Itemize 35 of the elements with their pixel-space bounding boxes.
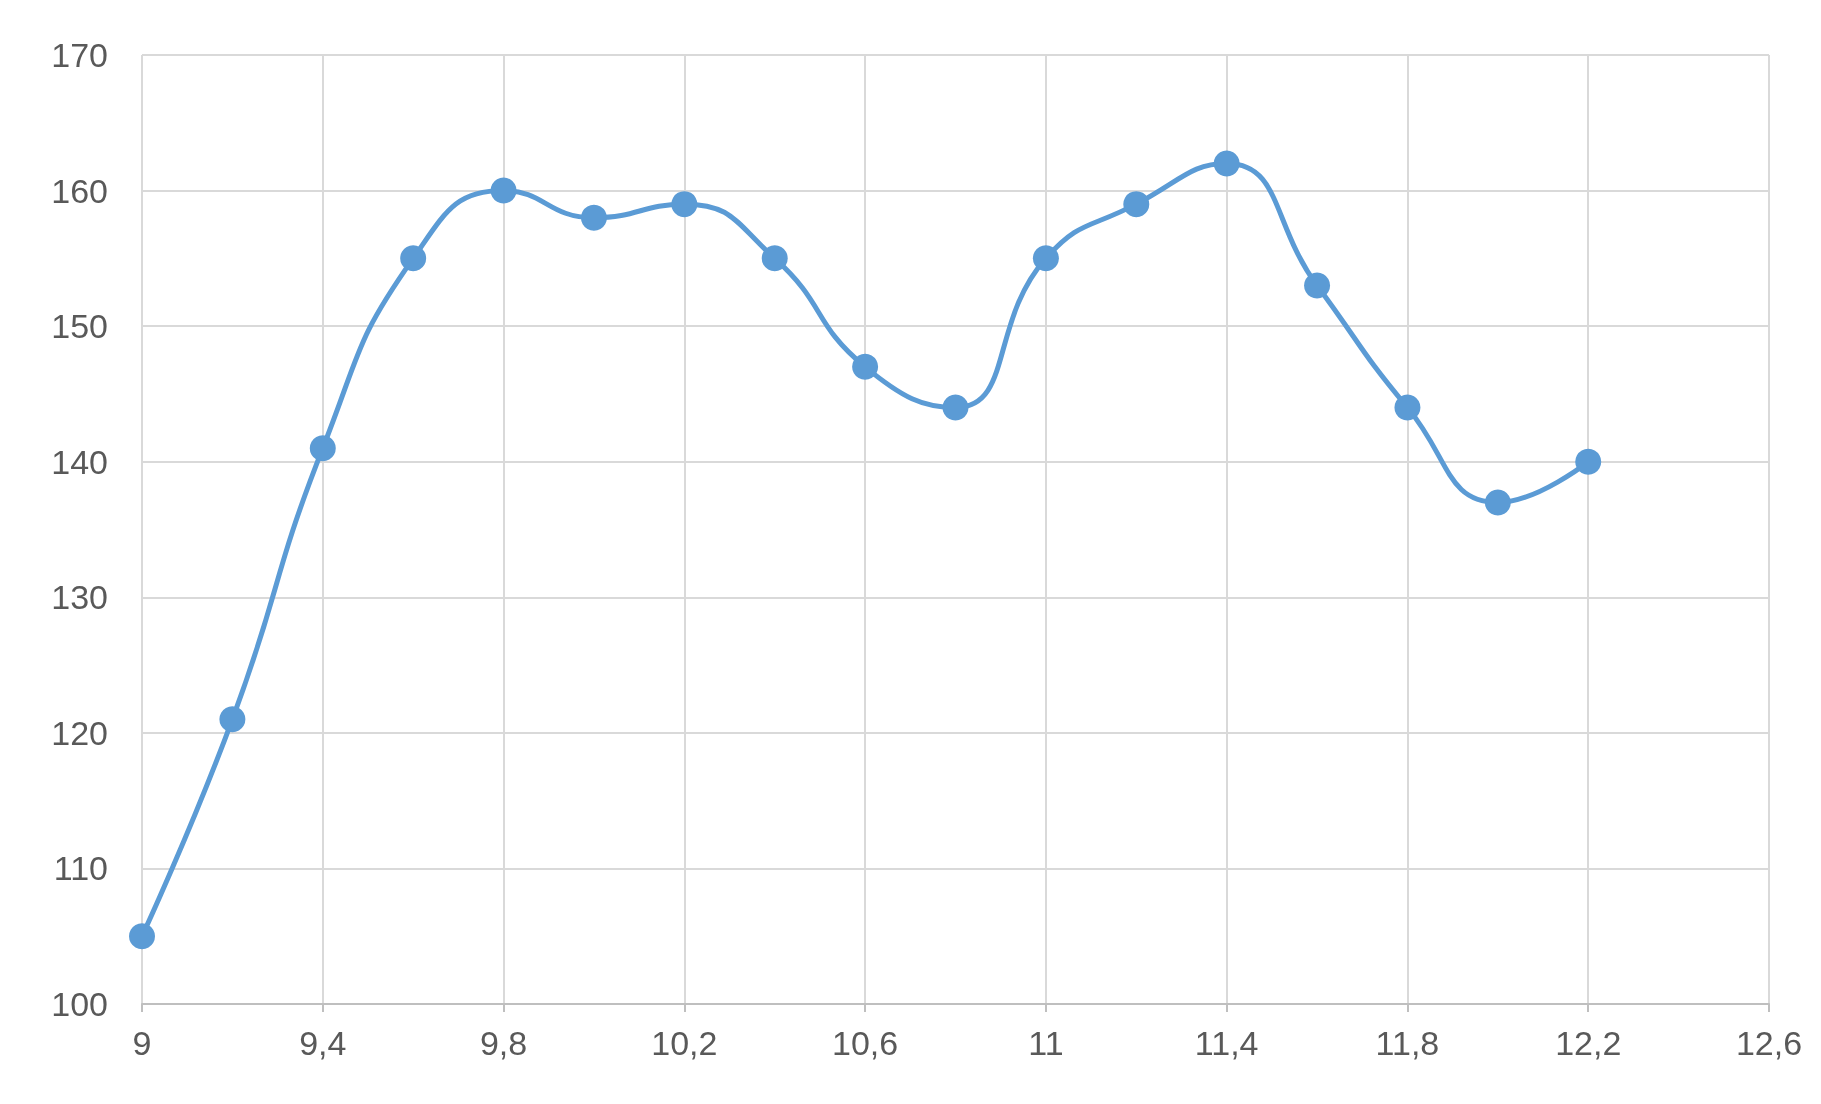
y-tick-label: 100 (51, 985, 108, 1023)
point (490, 177, 517, 204)
point (1394, 394, 1421, 421)
x-tick-label: 11,8 (1375, 1024, 1440, 1062)
point (671, 191, 698, 218)
point (1123, 191, 1150, 218)
point (1304, 272, 1331, 299)
y-tick-label: 110 (53, 849, 108, 888)
point (1213, 150, 1240, 177)
x-tick-label: 10,6 (832, 1024, 899, 1062)
point (1032, 245, 1059, 272)
x-tick-label: 10,2 (651, 1024, 718, 1062)
y-tick-label: 170 (51, 36, 108, 74)
x-tick-label: 11 (1028, 1024, 1064, 1062)
point (942, 394, 969, 421)
point (1575, 448, 1602, 475)
x-tick-label: 12,2 (1555, 1024, 1622, 1062)
y-tick-label: 150 (51, 307, 108, 346)
x-tick-label: 12,6 (1735, 1024, 1803, 1062)
y-tick-label: 160 (51, 171, 108, 210)
point (219, 706, 246, 733)
point (309, 435, 336, 462)
y-tick-label: 120 (51, 713, 108, 752)
point (852, 353, 879, 380)
point (761, 245, 788, 272)
x-tick-label: 9 (132, 1024, 152, 1062)
y-tick-label: 140 (51, 442, 108, 481)
point (1484, 489, 1511, 516)
y-tick-label: 130 (51, 578, 108, 617)
x-tick-label: 9,8 (479, 1024, 528, 1062)
x-tick-label: 9,4 (299, 1024, 347, 1062)
point (400, 245, 427, 272)
x-tick-label: 11,4 (1194, 1024, 1259, 1062)
point (580, 204, 607, 231)
point (129, 923, 155, 950)
